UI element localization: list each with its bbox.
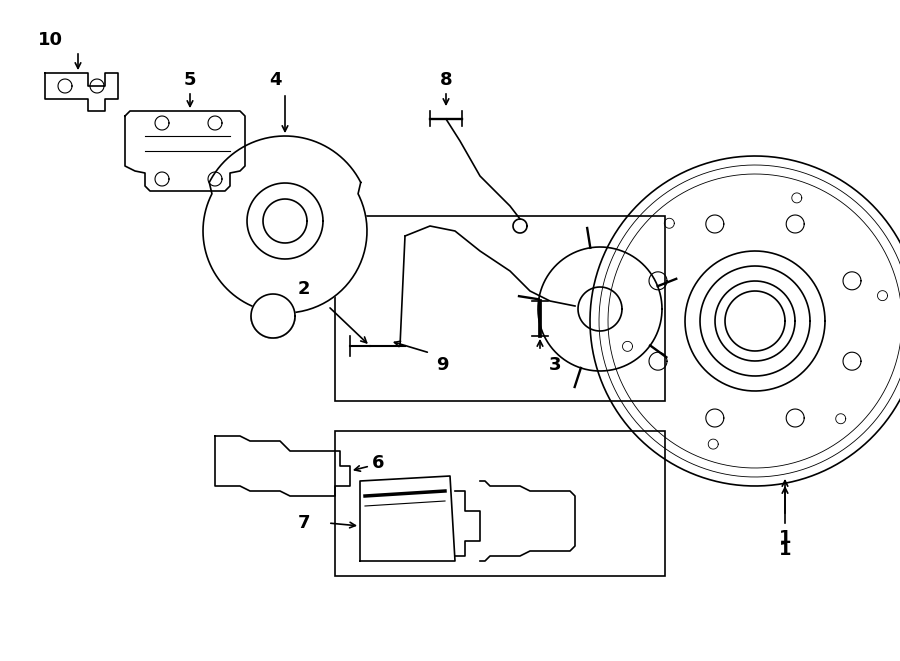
Polygon shape <box>360 476 455 561</box>
Polygon shape <box>203 136 367 338</box>
Polygon shape <box>125 111 245 191</box>
Text: 2: 2 <box>298 280 310 298</box>
Text: 8: 8 <box>440 71 453 89</box>
Text: 6: 6 <box>372 454 384 472</box>
Text: 10: 10 <box>38 31 62 49</box>
Text: 4: 4 <box>269 71 281 89</box>
Text: 7: 7 <box>298 514 310 532</box>
Bar <box>335 216 665 401</box>
Bar <box>335 431 665 576</box>
Text: 1: 1 <box>778 541 791 559</box>
Polygon shape <box>251 294 295 338</box>
Text: 3: 3 <box>549 356 562 374</box>
Polygon shape <box>45 73 118 111</box>
Text: 5: 5 <box>184 71 196 89</box>
Text: 9: 9 <box>436 356 448 374</box>
Text: 1: 1 <box>778 529 791 547</box>
